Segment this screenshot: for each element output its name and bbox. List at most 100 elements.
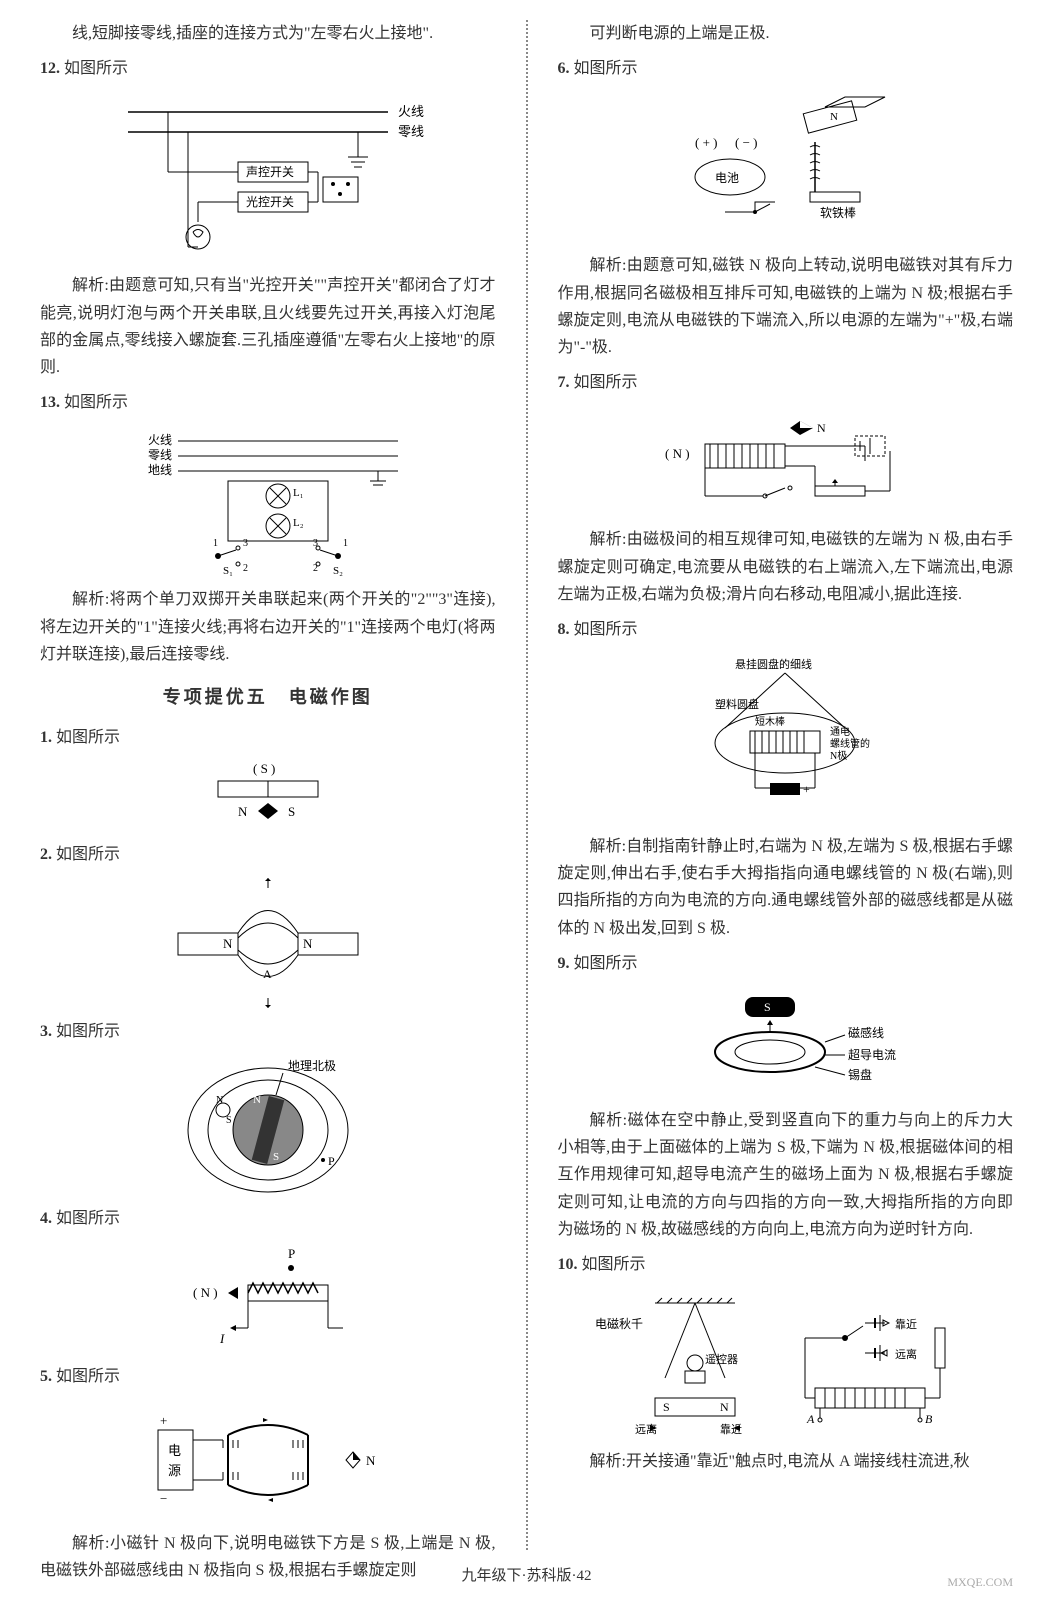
- p13-diagram: 火线 零线 地线 L₁ L₂ 1: [40, 426, 496, 576]
- q7: 7. 如图所示: [558, 369, 1014, 396]
- q10-diagram: 电磁秋千 遥控器 S N 远离 靠近 靠近 远离: [558, 1288, 1014, 1438]
- svg-text:S: S: [663, 1400, 670, 1414]
- svg-text:P: P: [288, 1246, 295, 1261]
- svg-text:地理北极: 地理北极: [288, 1059, 336, 1073]
- svg-text:( + ): ( + ): [695, 135, 718, 150]
- q9: 9. 如图所示: [558, 950, 1014, 977]
- q4: 4. 如图所示: [40, 1205, 496, 1232]
- svg-text:电磁秋千: 电磁秋千: [595, 1316, 643, 1331]
- p13-num: 13.: [40, 394, 60, 411]
- svg-text:N: N: [817, 421, 826, 435]
- p12-diagram: 火线 零线 声控开关 光控开关: [40, 92, 496, 262]
- q6-analysis: 解析:由题意可知,磁铁 N 极向上转动,说明电磁铁对其有斥力作用,根据同名磁极相…: [558, 252, 1014, 361]
- svg-text:( N ): ( N ): [193, 1285, 218, 1300]
- svg-text:( S ): ( S ): [253, 761, 275, 776]
- q9-analysis: 解析:磁体在空中静止,受到竖直向下的重力与向上的斥力大小相等,由于上面磁体的上端…: [558, 1107, 1014, 1243]
- svg-text:远离: 远离: [895, 1347, 917, 1361]
- q8-analysis: 解析:自制指南针静止时,右端为 N 极,左端为 S 极,根据右手螺旋定则,伸出右…: [558, 833, 1014, 942]
- q7-diagram: N ( N ): [558, 406, 1014, 516]
- svg-text:N: N: [303, 936, 313, 951]
- svg-text:N: N: [216, 1095, 223, 1106]
- svg-text:N极: N极: [830, 749, 847, 762]
- svg-text:N: N: [253, 1094, 261, 1106]
- svg-text:S: S: [288, 804, 295, 819]
- svg-text:S: S: [226, 1115, 232, 1126]
- svg-text:磁感线: 磁感线: [848, 1025, 884, 1040]
- svg-text:1: 1: [213, 538, 218, 549]
- svg-text:( N ): ( N ): [665, 446, 690, 461]
- svg-text:L₂: L₂: [293, 517, 304, 529]
- svg-text:S: S: [764, 1000, 771, 1014]
- svg-text:地线: 地线: [148, 463, 172, 477]
- svg-text:P: P: [328, 1154, 335, 1168]
- svg-text:光控开关: 光控开关: [246, 195, 294, 209]
- q7-analysis: 解析:由磁极间的相互规律可知,电磁铁的左端为 N 极,由右手螺旋定则可确定,电流…: [558, 526, 1014, 608]
- svg-text:N: N: [238, 804, 248, 819]
- q3: 3. 如图所示: [40, 1018, 496, 1045]
- q9-diagram: S 磁感线 超导电流 锡盘: [558, 987, 1014, 1097]
- svg-text:3: 3: [243, 538, 248, 549]
- svg-text:B: B: [925, 1412, 933, 1426]
- svg-text:通电: 通电: [830, 725, 850, 738]
- svg-text:超导电流: 超导电流: [848, 1047, 896, 1062]
- svg-text:−: −: [763, 782, 770, 796]
- svg-text:L₁: L₁: [293, 487, 304, 499]
- svg-text:I: I: [219, 1331, 225, 1346]
- svg-text:锡盘: 锡盘: [848, 1067, 872, 1082]
- watermark: MXQE.COM: [947, 1575, 1013, 1590]
- left-column: 线,短脚接零线,插座的连接方式为"左零右火上接地". 12. 如图所示 火线 零…: [40, 20, 496, 1550]
- svg-text:S₂: S₂: [333, 565, 343, 576]
- svg-text:A: A: [263, 967, 272, 981]
- svg-text:靠近: 靠近: [895, 1317, 917, 1331]
- svg-text:( − ): ( − ): [735, 135, 758, 150]
- svg-text:火线: 火线: [148, 433, 172, 447]
- section-title: 专项提优五 电磁作图: [40, 683, 496, 709]
- svg-text:零线: 零线: [398, 124, 424, 139]
- p12-title: 如图所示: [64, 60, 128, 77]
- svg-text:N: N: [223, 936, 233, 951]
- svg-text:螺线管的: 螺线管的: [830, 737, 870, 750]
- svg-text:声控开关: 声控开关: [246, 165, 294, 179]
- svg-text:N: N: [830, 111, 838, 123]
- intro-text: 线,短脚接零线,插座的连接方式为"左零右火上接地".: [40, 20, 496, 47]
- svg-text:遥控器: 遥控器: [705, 1352, 738, 1366]
- problem-12: 12. 如图所示: [40, 55, 496, 82]
- q2-diagram: N N A: [40, 878, 496, 1008]
- p13-analysis: 解析:将两个单刀双掷开关串联起来(两个开关的"2""3"连接),将左边开关的"1…: [40, 586, 496, 668]
- page-footer: 九年级下·苏科版·42: [0, 1564, 1053, 1585]
- p13-title: 如图所示: [64, 394, 128, 411]
- p12-analysis: 解析:由题意可知,只有当"光控开关""声控开关"都闭合了灯才能亮,说明灯泡与两个…: [40, 272, 496, 381]
- q10: 10. 如图所示: [558, 1251, 1014, 1278]
- svg-text:2: 2: [243, 563, 248, 574]
- p12-num: 12.: [40, 60, 60, 77]
- q5-diagram: 电 源 + − N: [40, 1400, 496, 1520]
- right-intro: 可判断电源的上端是正极.: [558, 20, 1014, 47]
- svg-text:零线: 零线: [148, 448, 172, 462]
- svg-text:−: −: [160, 1491, 167, 1506]
- svg-text:N: N: [720, 1400, 729, 1414]
- q5: 5. 如图所示: [40, 1363, 496, 1390]
- q1-diagram: ( S ) N S: [40, 761, 496, 831]
- svg-text:2: 2: [313, 563, 318, 574]
- q6-diagram: ( + ) ( − ) 电池 N 软铁棒: [558, 92, 1014, 242]
- q2: 2. 如图所示: [40, 841, 496, 868]
- svg-text:A: A: [806, 1412, 815, 1426]
- svg-text:悬挂圆盘的细线: 悬挂圆盘的细线: [735, 657, 812, 671]
- svg-text:电: 电: [168, 1443, 181, 1458]
- q3-diagram: 地理北极 N S N S P: [40, 1055, 496, 1195]
- svg-text:火线: 火线: [398, 104, 424, 119]
- svg-text:3: 3: [313, 538, 318, 549]
- q6: 6. 如图所示: [558, 55, 1014, 82]
- problem-13: 13. 如图所示: [40, 389, 496, 416]
- svg-text:S₁: S₁: [223, 565, 233, 576]
- svg-text:源: 源: [168, 1463, 181, 1478]
- q8-diagram: 悬挂圆盘的细线 塑料圆盘 短木棒 通电 螺线管的 N极 − +: [558, 653, 1014, 823]
- q8: 8. 如图所示: [558, 616, 1014, 643]
- q4-diagram: P ( N ) I: [40, 1243, 496, 1353]
- svg-text:塑料圆盘: 塑料圆盘: [715, 697, 759, 711]
- svg-text:N: N: [366, 1453, 376, 1468]
- svg-text:+: +: [803, 782, 810, 796]
- svg-text:电池: 电池: [715, 171, 739, 185]
- svg-text:软铁棒: 软铁棒: [820, 206, 856, 220]
- q1: 1. 如图所示: [40, 724, 496, 751]
